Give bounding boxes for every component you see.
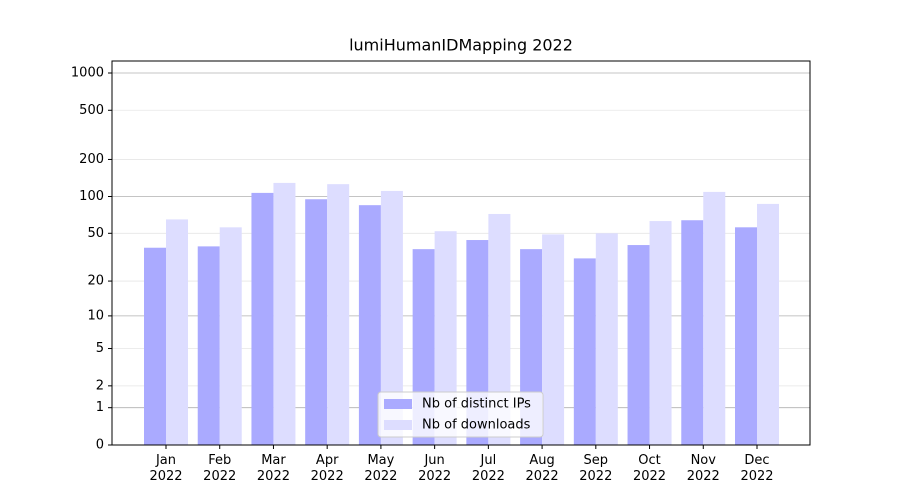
bar <box>573 258 596 445</box>
x-tick-label: Feb 2022 <box>203 453 237 484</box>
bar <box>380 190 403 445</box>
y-tick-label: 100 <box>79 189 104 204</box>
legend-label: Nb of distinct IPs <box>422 397 531 412</box>
y-tick-label: 50 <box>87 226 104 241</box>
y-tick-label: 10 <box>87 308 104 323</box>
x-tick-label: Jun 2022 <box>418 453 452 484</box>
y-tick-label: 20 <box>87 274 104 289</box>
y-tick-label: 0 <box>96 438 104 453</box>
y-tick-label: 1 <box>96 400 104 415</box>
bar <box>595 233 618 445</box>
bar <box>144 247 166 445</box>
bar <box>358 205 381 445</box>
legend-label: Nb of downloads <box>422 418 531 433</box>
x-tick-label: Nov 2022 <box>686 453 720 484</box>
bar <box>649 221 672 445</box>
x-tick-label: Jul 2022 <box>471 453 505 484</box>
x-tick-label: Mar 2022 <box>256 453 290 484</box>
x-tick-label: Apr 2022 <box>310 453 344 484</box>
y-tick-label: 1000 <box>71 66 104 81</box>
y-tick-label: 5 <box>96 341 104 356</box>
y-tick-label: 500 <box>79 103 104 118</box>
bar <box>735 227 757 445</box>
legend-swatch <box>384 399 412 409</box>
bar <box>327 184 350 445</box>
chart-title: lumiHumanIDMapping 2022 <box>349 36 573 55</box>
x-tick-label: Oct 2022 <box>632 453 667 484</box>
y-tick-label: 200 <box>79 152 104 167</box>
legend-swatch <box>384 420 412 430</box>
bar <box>273 182 296 445</box>
bar <box>251 192 274 445</box>
bar <box>627 245 650 445</box>
bar <box>703 191 726 445</box>
bar <box>197 246 220 445</box>
legend-box <box>377 391 544 438</box>
plot-frame <box>111 60 811 446</box>
bar <box>305 199 328 445</box>
x-tick-label: Sep 2022 <box>579 453 613 484</box>
y-tick-label: 2 <box>96 378 104 393</box>
bar <box>219 227 242 445</box>
bar <box>757 203 779 445</box>
x-tick-label: Dec 2022 <box>740 453 774 484</box>
x-tick-label: Aug 2022 <box>525 453 559 484</box>
x-tick-label: May 2022 <box>364 453 398 484</box>
x-tick-label: Jan 2022 <box>149 453 183 484</box>
bar <box>488 213 511 445</box>
bar <box>166 219 188 445</box>
bar <box>542 234 565 445</box>
bar <box>681 220 704 445</box>
